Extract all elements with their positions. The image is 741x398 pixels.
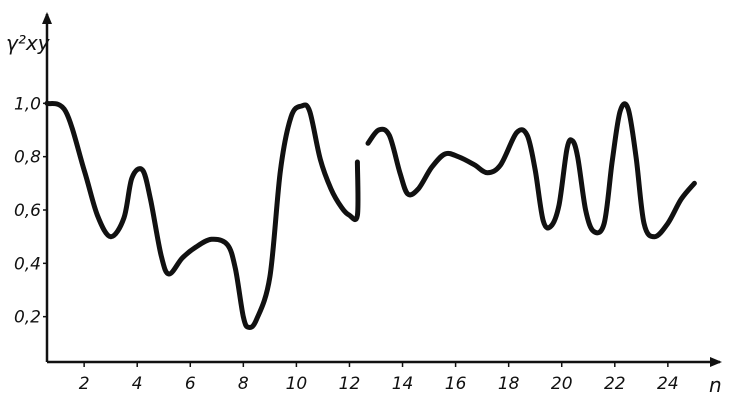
x-tick-label: 18 bbox=[498, 374, 520, 394]
y-tick-label: 1,0 bbox=[14, 94, 41, 114]
x-tick-label: 10 bbox=[286, 374, 308, 394]
x-tick-label: 22 bbox=[604, 374, 626, 394]
x-tick-label: 2 bbox=[79, 374, 90, 394]
series-line-segment bbox=[365, 101, 697, 240]
y-tick-label: 0,4 bbox=[14, 254, 41, 274]
x-tick-label: 24 bbox=[657, 374, 679, 394]
x-tick-label: 14 bbox=[392, 374, 414, 394]
x-axis-label: n bbox=[709, 373, 722, 397]
y-tick-label: 0,6 bbox=[14, 201, 41, 221]
series-group bbox=[44, 100, 697, 330]
x-tick-label: 16 bbox=[445, 374, 467, 394]
series-line-segment bbox=[44, 100, 361, 330]
y-tick-label: 0,8 bbox=[14, 148, 41, 168]
x-tick-label: 20 bbox=[551, 374, 573, 394]
y-axis-label: γ²xy bbox=[6, 31, 51, 55]
x-tick-label: 4 bbox=[132, 374, 143, 394]
x-tick-label: 8 bbox=[238, 374, 249, 394]
y-tick-label: 0,2 bbox=[14, 308, 41, 328]
x-tick-label: 6 bbox=[185, 374, 196, 394]
x-tick-label: 12 bbox=[339, 374, 361, 394]
tick-group: 2 4 6 8 10 12 14 16 18 20 22 240,20,40,60,81,0 bbox=[14, 94, 679, 394]
